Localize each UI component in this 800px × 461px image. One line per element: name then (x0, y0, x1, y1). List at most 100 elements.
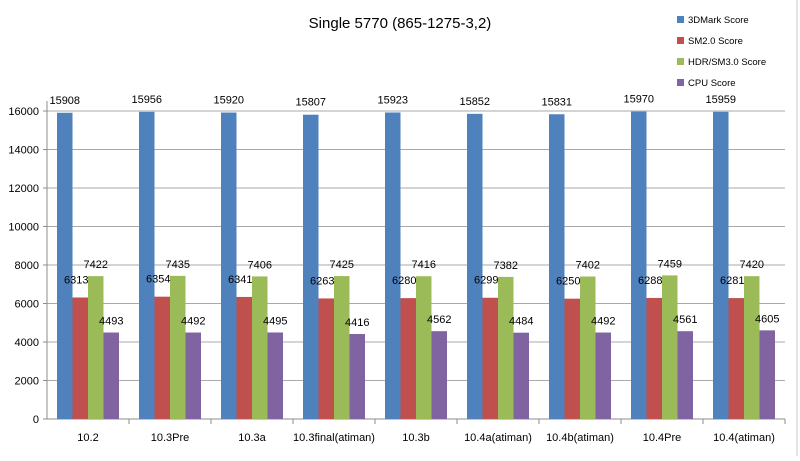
bar-cpu-score (759, 330, 775, 419)
data-label: 15959 (705, 94, 736, 106)
bar-sm2-0-score (646, 297, 662, 419)
y-tick-label: 12000 (8, 183, 39, 195)
y-tick-label: 4000 (15, 337, 39, 349)
bar-3dmark-score (631, 111, 647, 419)
bar-3dmark-score (221, 112, 237, 419)
bar-sm2-0-score (154, 296, 170, 419)
bar-3dmark-score (139, 111, 155, 420)
data-label: 6250 (556, 276, 580, 288)
data-label: 4561 (673, 314, 697, 326)
bar-cpu-score (185, 332, 201, 419)
data-label: 7459 (658, 258, 682, 270)
y-tick-label: 8000 (15, 260, 39, 272)
bar-cpu-score (103, 332, 119, 419)
legend: 3DMark Score SM2.0 Score HDR/SM3.0 Score CP… (677, 15, 766, 89)
legend-swatch (677, 58, 684, 65)
bar-hdr-sm3-0-score (252, 276, 268, 419)
data-label: 7406 (248, 259, 272, 271)
y-tick-label: 10000 (8, 222, 39, 234)
data-label: 6280 (392, 275, 416, 287)
bar-3dmark-score (385, 112, 401, 420)
data-label: 7420 (740, 259, 764, 271)
data-label: 7422 (84, 259, 108, 271)
data-label: 15908 (49, 95, 80, 107)
bar-cpu-score (513, 332, 529, 419)
bar-3dmark-score (303, 114, 319, 420)
bar-cpu-score (595, 332, 611, 419)
x-tick-label: 10.2 (77, 432, 98, 444)
data-label: 15923 (377, 94, 408, 106)
data-label: 15852 (459, 96, 490, 108)
data-label: 6313 (64, 274, 88, 286)
y-tick-label: 14000 (8, 145, 39, 157)
axes: 0 2000 4000 6000 8000 10000 12000 14000 16000 10.… (8, 101, 786, 444)
data-label: 4493 (99, 316, 123, 328)
bar-sm2-0-score (72, 297, 88, 419)
bar-cpu-score (349, 333, 365, 419)
data-label: 4484 (509, 316, 533, 328)
y-tick-label: 2000 (15, 376, 39, 388)
data-label: 7435 (166, 259, 190, 271)
data-label: 15920 (213, 95, 244, 107)
bar-hdr-sm3-0-score (580, 276, 596, 419)
data-label: 4562 (427, 314, 451, 326)
legend-label: SM2.0 Score (688, 36, 743, 47)
data-label: 15831 (541, 96, 572, 108)
bar-hdr-sm3-0-score (498, 276, 514, 419)
x-tick-label: 10.3Pre (151, 432, 190, 444)
bar-hdr-sm3-0-score (744, 276, 760, 419)
x-tick-label: 10.3a (238, 432, 266, 444)
chart-title: Single 5770 (865-1275-3,2) (309, 15, 492, 32)
y-tick-label: 0 (33, 414, 39, 426)
bar-sm2-0-score (236, 296, 252, 419)
bar-sm2-0-score (400, 298, 416, 419)
x-tick-label: 10.3final(atiman) (293, 432, 375, 444)
data-label: 4416 (345, 317, 369, 329)
bar-hdr-sm3-0-score (88, 276, 104, 419)
data-label: 7416 (412, 259, 436, 271)
data-label: 15807 (295, 97, 326, 109)
bar-sm2-0-score (318, 298, 334, 419)
legend-label: HDR/SM3.0 Score (688, 57, 766, 68)
data-label: 6299 (474, 275, 498, 287)
bar-hdr-sm3-0-score (334, 276, 350, 419)
y-tick-label: 6000 (15, 299, 39, 311)
y-tick-label: 16000 (8, 106, 39, 118)
legend-label: CPU Score (688, 78, 736, 89)
bar-cpu-score (267, 332, 283, 419)
data-label: 6354 (146, 274, 170, 286)
legend-label: 3DMark Score (688, 15, 749, 26)
data-label: 15970 (623, 94, 654, 106)
bar-sm2-0-score (564, 298, 580, 419)
x-tick-label: 10.4a(atiman) (464, 432, 532, 444)
bar-sm2-0-score (482, 297, 498, 419)
bar-3dmark-score (549, 114, 565, 420)
legend-swatch (677, 37, 684, 44)
x-tick-label: 10.3b (402, 432, 430, 444)
data-label: 4492 (591, 316, 615, 328)
x-tick-label: 10.4(atiman) (713, 432, 775, 444)
data-label: 6288 (638, 275, 662, 287)
data-label: 15956 (131, 94, 162, 106)
bar-3dmark-score (467, 113, 483, 419)
x-tick-label: 10.4Pre (643, 432, 682, 444)
x-tick-label: 10.4b(atiman) (546, 432, 614, 444)
data-label: 4605 (755, 313, 779, 325)
data-label: 7402 (576, 260, 600, 272)
data-label: 4495 (263, 315, 287, 327)
legend-swatch (677, 16, 684, 23)
data-label: 6341 (228, 274, 252, 286)
bar-3dmark-score (713, 111, 729, 420)
data-label: 6281 (720, 275, 744, 287)
bar-3dmark-score (57, 112, 73, 420)
data-labels: 15908 6313 7422 4493 15956 6354 7435 4492 15920 6… (49, 94, 779, 329)
bar-cpu-score (431, 331, 447, 419)
bar-cpu-score (677, 331, 693, 419)
bar-sm2-0-score (728, 298, 744, 419)
bar-hdr-sm3-0-score (662, 275, 678, 419)
data-label: 6263 (310, 275, 334, 287)
data-label: 7382 (494, 260, 518, 272)
data-label: 7425 (330, 259, 354, 271)
bar-hdr-sm3-0-score (416, 276, 432, 419)
